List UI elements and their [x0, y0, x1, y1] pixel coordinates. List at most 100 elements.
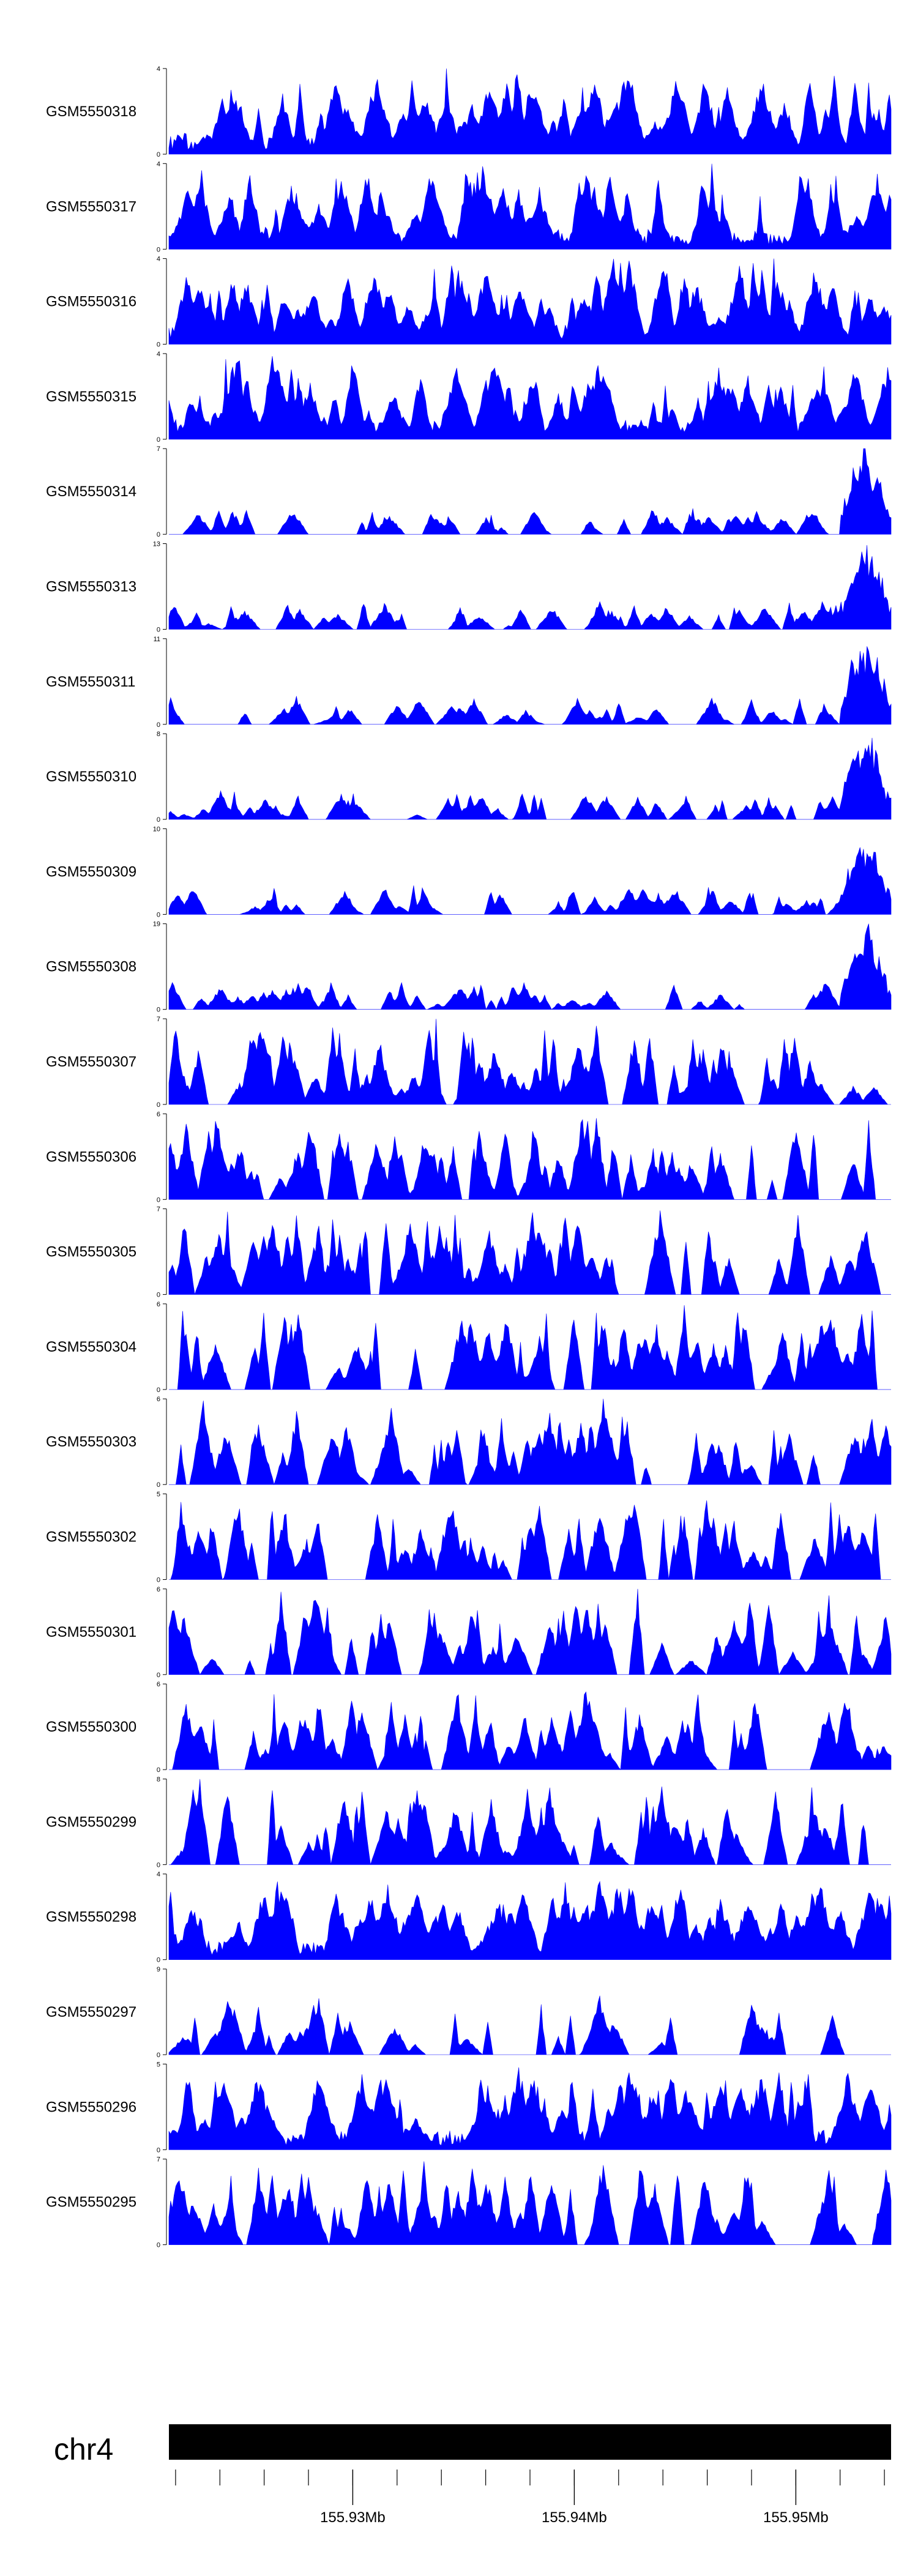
y-min-label: 0: [157, 1007, 160, 1014]
track-GSM5550299: GSM5550299 8 0: [46, 1776, 891, 1869]
track-GSM5550301: GSM5550301 6 0: [46, 1586, 892, 1679]
y-min-label: 0: [157, 531, 160, 538]
track-label: GSM5550302: [46, 1529, 136, 1546]
coverage-area: [168, 163, 892, 250]
coverage-area: [169, 1779, 891, 1865]
coverage-area: [168, 1880, 892, 1960]
coverage-area: [169, 1500, 891, 1580]
track-label: GSM5550297: [46, 2004, 136, 2020]
y-min-label: 0: [157, 721, 160, 729]
track-label: GSM5550313: [46, 579, 136, 595]
track-label: GSM5550318: [46, 103, 136, 120]
coverage-area: [168, 1995, 891, 2056]
coverage-area: [169, 448, 892, 535]
track-GSM5550315: GSM5550315 4 0: [46, 351, 892, 444]
y-min-label: 0: [157, 1672, 160, 1679]
track-GSM5550302: GSM5550302 5 0: [46, 1491, 891, 1584]
y-min-label: 0: [157, 246, 160, 253]
chromosome-label: chr4: [54, 2432, 113, 2466]
track-label: GSM5550317: [46, 198, 136, 215]
y-max-label: 4: [157, 65, 160, 73]
coverage-area: [168, 1588, 892, 1675]
y-max-label: 19: [153, 921, 160, 928]
genome-axis: 155.93Mb 155.94Mb 155.95Mb: [169, 2469, 891, 2526]
tick-label: 155.95Mb: [763, 2509, 829, 2526]
y-max-label: 5: [157, 1491, 160, 1498]
track-label: GSM5550309: [46, 863, 136, 880]
track-GSM5550317: GSM5550317 4 0: [46, 160, 892, 253]
coverage-area: [169, 1399, 892, 1486]
coverage-area: [169, 1305, 891, 1390]
coverage-area: [168, 1019, 891, 1105]
coverage-area: [168, 2161, 892, 2246]
y-min-label: 0: [157, 151, 160, 158]
y-max-label: 10: [153, 825, 160, 833]
track-label: GSM5550298: [46, 1909, 136, 1926]
y-min-label: 0: [157, 816, 160, 824]
track-label: GSM5550306: [46, 1148, 136, 1165]
coverage-tracks: GSM555031840GSM555031740GSM555031640GSM5…: [46, 65, 892, 2249]
coverage-area: [168, 68, 892, 155]
track-label: GSM5550311: [46, 674, 135, 690]
track-GSM5550314: GSM5550314 7 0: [46, 445, 892, 538]
track-GSM5550298: GSM5550298 4 0: [46, 1871, 892, 1964]
y-max-label: 4: [157, 160, 160, 168]
track-label: GSM5550296: [46, 2099, 136, 2115]
y-max-label: 6: [157, 1396, 160, 1403]
y-max-label: 5: [157, 2061, 160, 2068]
track-label: GSM5550310: [46, 769, 136, 785]
track-label: GSM5550299: [46, 1814, 136, 1830]
chromosome-bar: [169, 2424, 891, 2460]
tick-label: 155.93Mb: [320, 2509, 386, 2526]
coverage-area: [169, 1691, 892, 1770]
y-min-label: 0: [157, 1101, 160, 1109]
track-GSM5550308: GSM5550308 19 0: [46, 921, 892, 1014]
track-GSM5550306: GSM5550306 6 0: [46, 1111, 891, 1204]
y-min-label: 0: [157, 436, 160, 444]
track-GSM5550316: GSM5550316 4 0: [46, 256, 892, 349]
track-label: GSM5550315: [46, 389, 136, 405]
track-GSM5550297: GSM5550297 9 0: [46, 1966, 891, 2059]
track-GSM5550310: GSM5550310 8 0: [46, 731, 892, 824]
y-min-label: 0: [157, 1292, 160, 1299]
track-label: GSM5550307: [46, 1054, 136, 1070]
track-GSM5550313: GSM5550313 13 0: [46, 541, 892, 634]
track-label: GSM5550308: [46, 959, 136, 975]
track-GSM5550311: GSM5550311 11 0: [46, 636, 892, 729]
coverage-area: [168, 1210, 891, 1295]
track-GSM5550318: GSM5550318 4 0: [46, 65, 892, 158]
y-max-label: 7: [157, 2156, 160, 2164]
track-GSM5550309: GSM5550309 10 0: [46, 825, 892, 918]
y-max-label: 6: [157, 1681, 160, 1688]
track-label: GSM5550300: [46, 1719, 136, 1735]
y-max-label: 7: [157, 1016, 160, 1023]
track-GSM5550304: GSM5550304 6 0: [46, 1301, 891, 1394]
tick-label: 155.94Mb: [542, 2509, 607, 2526]
coverage-area: [168, 923, 892, 1010]
track-label: GSM5550304: [46, 1339, 136, 1355]
y-min-label: 0: [157, 911, 160, 918]
y-max-label: 13: [153, 541, 160, 548]
y-min-label: 0: [157, 1861, 160, 1869]
y-max-label: 8: [157, 1776, 160, 1783]
coverage-area: [168, 356, 892, 440]
track-GSM5550303: GSM5550303 6 0: [46, 1396, 892, 1489]
track-GSM5550307: GSM5550307 7 0: [46, 1016, 891, 1109]
track-label: GSM5550301: [46, 1624, 136, 1640]
y-min-label: 0: [157, 341, 160, 349]
y-max-label: 9: [157, 1966, 160, 1973]
y-max-label: 8: [157, 731, 160, 738]
y-min-label: 0: [157, 1196, 160, 1204]
y-max-label: 6: [157, 1586, 160, 1593]
y-min-label: 0: [157, 627, 160, 634]
y-max-label: 4: [157, 1871, 160, 1878]
y-min-label: 0: [157, 2052, 160, 2059]
track-GSM5550305: GSM5550305 7 0: [46, 1206, 891, 1299]
y-max-label: 7: [157, 1206, 160, 1213]
y-max-label: 4: [157, 351, 160, 358]
coverage-area: [168, 737, 892, 820]
y-min-label: 0: [157, 1481, 160, 1489]
track-label: GSM5550305: [46, 1244, 136, 1260]
track-GSM5550295: GSM5550295 7 0: [46, 2156, 892, 2249]
